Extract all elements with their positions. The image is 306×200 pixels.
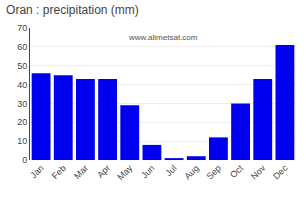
svg-text:Jul: Jul xyxy=(163,163,178,178)
svg-text:Apr: Apr xyxy=(95,163,112,180)
svg-text:20: 20 xyxy=(17,117,27,127)
svg-text:Dec: Dec xyxy=(271,163,290,182)
svg-text:60: 60 xyxy=(17,42,27,52)
svg-text:Aug: Aug xyxy=(182,163,200,181)
svg-text:Mar: Mar xyxy=(72,163,90,181)
svg-text:70: 70 xyxy=(17,23,27,33)
svg-text:Feb: Feb xyxy=(50,163,68,181)
svg-text:50: 50 xyxy=(17,61,27,71)
svg-text:0: 0 xyxy=(22,155,27,165)
svg-text:Sep: Sep xyxy=(205,163,223,181)
svg-text:Jan: Jan xyxy=(28,163,45,180)
svg-text:10: 10 xyxy=(17,136,27,146)
svg-text:May: May xyxy=(115,163,134,182)
svg-text:Oran : precipitation (mm): Oran : precipitation (mm) xyxy=(6,3,139,17)
svg-text:Jun: Jun xyxy=(139,163,156,180)
svg-text:Nov: Nov xyxy=(249,163,268,182)
svg-text:30: 30 xyxy=(17,99,27,109)
svg-text:Oct: Oct xyxy=(228,163,245,180)
svg-text:www.allmetsat.com: www.allmetsat.com xyxy=(128,33,198,42)
svg-text:40: 40 xyxy=(17,80,27,90)
